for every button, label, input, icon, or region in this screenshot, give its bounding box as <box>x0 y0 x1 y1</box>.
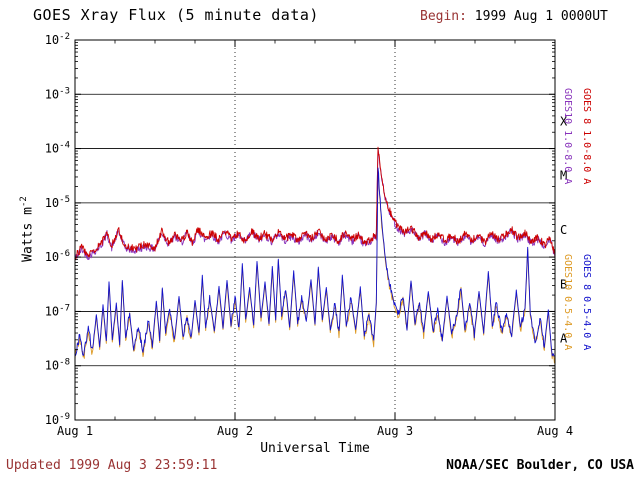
gridlines <box>75 40 555 420</box>
axes <box>74 39 556 421</box>
series-goes-8-1-0-8-0-a <box>75 146 555 261</box>
y-tick-label: 10-9 <box>45 412 70 427</box>
flare-class-x: X <box>560 114 568 128</box>
legend-goes8-short: GOES 8 0.5-4.0 A <box>581 254 592 351</box>
y-axis-label: Watts m-2 <box>19 196 36 262</box>
series-goes10-0-5-4-0-a <box>75 169 555 364</box>
begin-value: 1999 Aug 1 0000UT <box>466 9 608 24</box>
data-series <box>75 146 555 364</box>
flare-class-m: M <box>560 169 567 183</box>
series-goes-8-0-5-4-0-a <box>75 167 555 357</box>
flare-class-b: B <box>560 277 567 291</box>
flare-class-a: A <box>560 332 568 346</box>
y-tick-label: 10-6 <box>45 249 70 264</box>
flare-class-c: C <box>560 223 567 237</box>
x-axis-label: Universal Time <box>260 441 370 456</box>
begin-timestamp: Begin: 1999 Aug 1 0000UT <box>420 9 608 24</box>
y-tick-label: 10-7 <box>45 303 70 318</box>
x-tick-label: Aug 2 <box>217 424 253 438</box>
y-tick-label: 10-5 <box>45 195 70 210</box>
begin-label: Begin: <box>420 9 467 24</box>
x-tick-label: Aug 4 <box>537 424 573 438</box>
y-tick-label: 10-3 <box>45 86 70 101</box>
legend-goes10-short: GOES10 0.5-4.0 A <box>562 254 573 351</box>
legend-goes8-long: GOES 8 1.0-8.0 A <box>581 88 592 185</box>
flare-class-letters: X M C B A <box>560 114 568 345</box>
y-tick-label: 10-2 <box>45 32 70 47</box>
updated-timestamp: Updated 1999 Aug 3 23:59:11 <box>6 458 218 473</box>
page-title: GOES Xray Flux (5 minute data) <box>33 6 319 24</box>
y-tick-label: 10-4 <box>45 141 70 156</box>
y-tick-label: 10-8 <box>45 358 70 373</box>
x-tick-label: Aug 1 <box>57 424 93 438</box>
credit-text: NOAA/SEC Boulder, CO USA <box>446 458 634 473</box>
x-tick-label: Aug 3 <box>377 424 413 438</box>
legend-goes10-long: GOES10 1.0-8.0 A <box>562 88 573 185</box>
